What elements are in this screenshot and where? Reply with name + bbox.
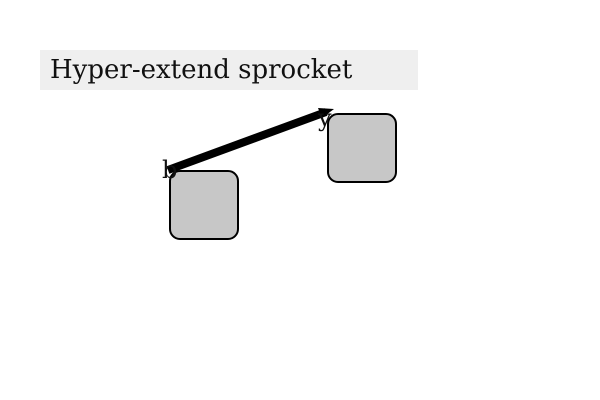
box-y-label: y bbox=[318, 104, 332, 132]
draggable-box-b[interactable] bbox=[169, 170, 239, 240]
draggable-box-y[interactable] bbox=[327, 113, 397, 183]
page-title: Hyper-extend sprocket bbox=[40, 50, 418, 90]
connector-line bbox=[166, 108, 328, 174]
box-b-label: b bbox=[162, 156, 178, 184]
page-title-text: Hyper-extend sprocket bbox=[50, 55, 353, 85]
